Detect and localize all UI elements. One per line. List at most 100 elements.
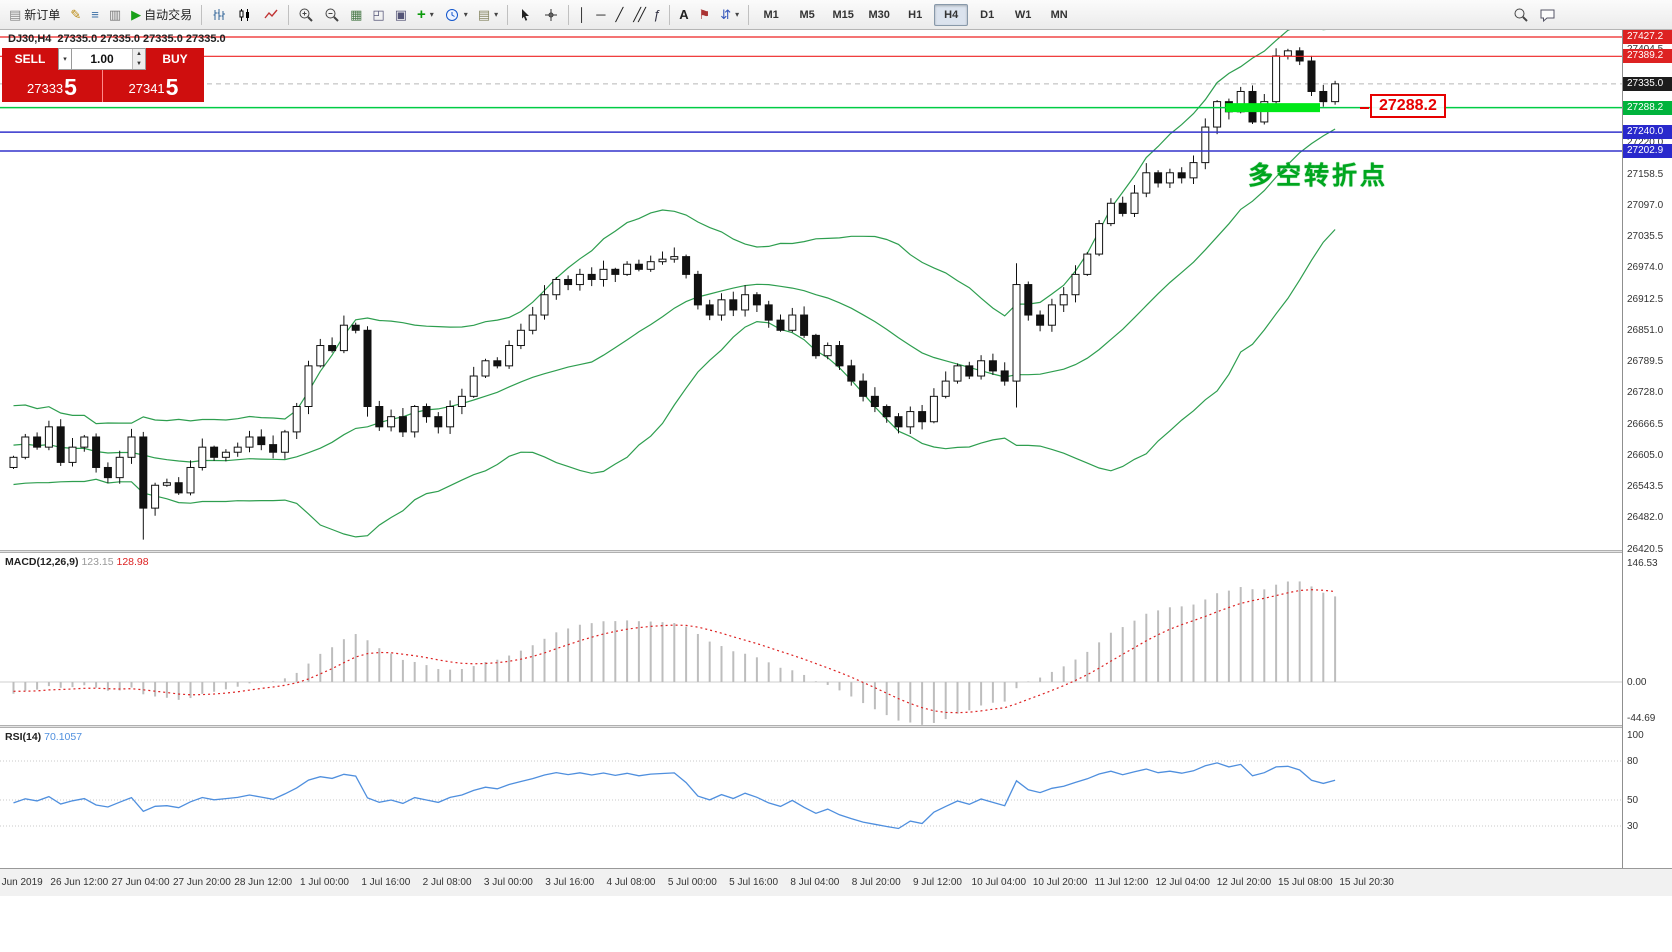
autotrading-label: 自动交易 — [144, 8, 193, 22]
stepper-down-icon[interactable]: ▼ — [133, 59, 145, 69]
price-axis-label: 26420.5 — [1627, 543, 1664, 555]
time-axis-label: 1 Jul 16:00 — [361, 877, 411, 888]
zoom-out-button[interactable] — [319, 2, 345, 28]
price-axis-label: 27158.5 — [1627, 168, 1664, 180]
timeframe-h1[interactable]: H1 — [908, 8, 923, 21]
one-click-trading-panel: SELL ▾ 1.00 ▲ ▼ BUY 27333 5 27341 5 — [2, 48, 204, 102]
new-order-button[interactable]: ▤ 新订单 — [4, 2, 65, 28]
panel-divider[interactable] — [0, 550, 1672, 553]
macd-value: 123.15 — [81, 556, 114, 568]
zoom-in-icon — [299, 8, 313, 22]
price-callout-label[interactable]: 27288.2 — [1370, 93, 1446, 118]
search-button[interactable] — [1508, 2, 1534, 28]
autotrading-button[interactable]: ▶ 自动交易 — [126, 2, 197, 28]
time-axis-label: 5 Jun 2019 — [0, 877, 43, 888]
buy-price[interactable]: 27341 5 — [103, 70, 204, 102]
time-axis-label: 8 Jul 20:00 — [851, 877, 901, 888]
periods-button[interactable]: ▾ — [439, 2, 473, 28]
time-axis-label: 1 Jul 00:00 — [300, 877, 349, 888]
toolbar-separator — [669, 4, 671, 25]
price-axis-label: 26974.0 — [1627, 262, 1664, 274]
vertical-line-icon: │ — [578, 7, 587, 22]
channel-icon: ╱╱ — [633, 7, 646, 22]
chart-ohlc-header: DJ30,H4 27335.0 27335.0 27335.0 27335.0 — [8, 33, 226, 45]
sell-price[interactable]: 27333 5 — [2, 70, 103, 102]
price-axis-label: 26482.0 — [1627, 512, 1664, 524]
chevron-down-icon: ▾ — [463, 10, 468, 19]
main-toolbar: ▤ 新订单 ✎ ≡ ▥ ▶ 自动交易 ▦ ◰ ▣ + ▾ ▾ ▤ ▾ │ ─ ╱ — [0, 0, 1672, 30]
text-label-tool[interactable]: ⚑ — [694, 2, 716, 28]
candlestick-chart-button[interactable] — [232, 2, 258, 28]
macd-axis-label: -44.69 — [1627, 713, 1656, 725]
time-axis-label: 5 Jul 00:00 — [667, 877, 717, 888]
buy-button[interactable]: BUY — [146, 48, 204, 70]
time-axis-label: 12 Jul 20:00 — [1216, 877, 1272, 888]
panel-divider[interactable] — [0, 725, 1672, 728]
macd-signal-value: 128.98 — [116, 556, 149, 568]
callout-tick — [1360, 106, 1369, 109]
time-axis-label: 8 Jul 04:00 — [790, 877, 840, 888]
time-axis-label: 11 Jul 12:00 — [1094, 877, 1149, 888]
trendline-icon: ╱ — [615, 7, 624, 22]
crosshair-icon — [545, 8, 558, 21]
price-axis-label: 26851.0 — [1627, 324, 1664, 336]
crosshair-tool-button[interactable] — [538, 2, 564, 28]
rsi-panel-chart[interactable] — [0, 728, 1622, 868]
horizontal-line-tool[interactable]: ─ — [591, 2, 610, 28]
templates-button[interactable]: ▤ ▾ — [473, 2, 503, 28]
timeframe-m5[interactable]: M5 — [799, 8, 815, 21]
market-watch-button[interactable]: ≡ — [86, 2, 104, 28]
time-axis-label: 3 Jul 00:00 — [483, 877, 533, 888]
channel-tool[interactable]: ╱╱ — [628, 2, 648, 28]
rsi-axis-label: 80 — [1627, 756, 1639, 767]
arrows-icon: ⇵ — [720, 7, 732, 22]
timeframe-d1[interactable]: D1 — [980, 8, 995, 21]
line-chart-button[interactable] — [258, 2, 284, 28]
volume-dropdown[interactable]: ▾ — [58, 48, 72, 70]
cursor-tool-button[interactable] — [512, 2, 538, 28]
chat-button[interactable] — [1534, 2, 1562, 28]
macd-name: MACD(12,26,9) — [5, 556, 79, 568]
navigator-button[interactable]: ▥ — [104, 2, 126, 28]
grid-button[interactable]: ▦ — [345, 2, 367, 28]
volume-input[interactable]: 1.00 — [90, 52, 114, 66]
tile-windows-button[interactable]: ◰ — [367, 2, 389, 28]
macd-axis-label: 0.00 — [1627, 677, 1647, 688]
market-watch-icon: ≡ — [91, 7, 99, 22]
indicators-button[interactable]: + ▾ — [412, 2, 439, 28]
price-axis-label: 26728.0 — [1627, 387, 1664, 399]
price-axis[interactable]: 27404.5 27220.0 27158.5 27097.0 27035.5 26974… — [1622, 30, 1672, 896]
timeframe-m30[interactable]: M30 — [868, 8, 890, 21]
timeframe-mn[interactable]: MN — [1050, 8, 1068, 21]
cascade-windows-button[interactable]: ▣ — [390, 2, 412, 28]
time-axis-label: 2 Jul 08:00 — [422, 877, 472, 888]
timeframe-h4[interactable]: H4 — [934, 3, 969, 26]
zoom-in-button[interactable] — [293, 2, 319, 28]
navigator-icon: ▥ — [108, 7, 122, 22]
volume-stepper[interactable]: ▲ ▼ — [132, 49, 145, 69]
turning-point-annotation: 多空转折点 — [1248, 162, 1389, 190]
price-axis-label: 26605.0 — [1627, 449, 1664, 461]
text-tool[interactable]: A — [674, 2, 693, 28]
timeframe-group: M1 M5 M15 M30 H1 H4 D1 W1 MN — [753, 3, 1077, 26]
fibonacci-tool[interactable]: ƒ — [648, 2, 665, 28]
timeframe-m1[interactable]: M1 — [763, 8, 779, 21]
search-icon — [1514, 8, 1528, 22]
metaeditor-button[interactable]: ✎ — [65, 2, 86, 28]
sell-button[interactable]: SELL — [2, 48, 58, 70]
arrows-tool[interactable]: ⇵ ▾ — [715, 2, 744, 28]
stepper-up-icon[interactable]: ▲ — [133, 49, 145, 59]
trendline-tool[interactable]: ╱ — [610, 2, 628, 28]
horizontal-line-icon: ─ — [596, 7, 606, 22]
time-axis-label: 26 Jun 12:00 — [50, 877, 109, 888]
main-chart[interactable] — [0, 30, 1622, 550]
price-axis-label: 26789.5 — [1627, 356, 1664, 368]
chevron-down-icon: ▾ — [735, 10, 740, 19]
timeframe-w1[interactable]: W1 — [1014, 8, 1032, 21]
timeframe-m15[interactable]: M15 — [832, 8, 854, 21]
macd-panel-chart[interactable] — [0, 553, 1622, 725]
bar-chart-button[interactable] — [206, 2, 232, 28]
vertical-line-tool[interactable]: │ — [573, 2, 591, 28]
